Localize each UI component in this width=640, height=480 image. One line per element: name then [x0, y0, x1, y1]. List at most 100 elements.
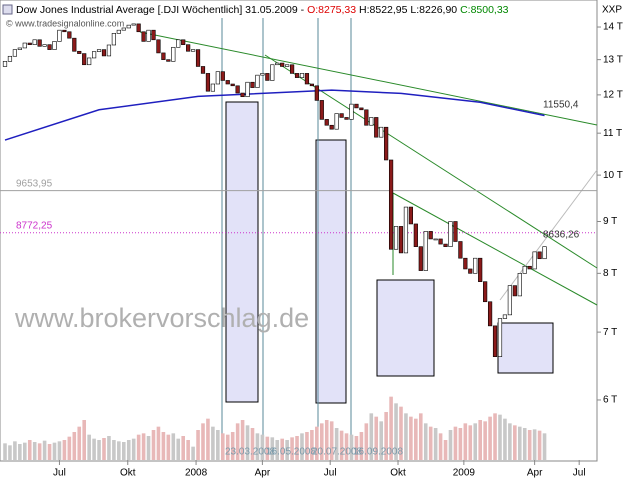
date-label: 16.09.2008: [353, 447, 403, 458]
box: [315, 139, 347, 404]
volume-bar: [196, 430, 200, 460]
candle-body: [443, 243, 448, 247]
plot-frame: [0, 0, 598, 462]
volume-bar: [211, 426, 215, 460]
candle-body: [478, 257, 483, 282]
volume-bar: [22, 442, 27, 460]
volume-bar: [92, 438, 96, 460]
volume-bar: [62, 440, 67, 460]
candle-body: [270, 64, 275, 81]
candle-body: [131, 23, 136, 26]
candle-body: [384, 126, 389, 161]
box: [497, 322, 554, 374]
candle-body: [22, 42, 27, 49]
volume-bar: [230, 432, 235, 460]
candle-body: [398, 226, 404, 254]
candle-body: [512, 285, 517, 297]
box: [225, 101, 259, 403]
volume-bar: [433, 428, 438, 460]
volume-bar: [483, 421, 487, 460]
band-line: [499, 169, 598, 301]
candle-body: [369, 117, 374, 126]
volume-bar: [389, 396, 393, 460]
candle-body: [542, 246, 547, 260]
x-tick-label: Okt: [120, 468, 136, 479]
volume-bar: [295, 436, 299, 460]
volume-bar: [206, 418, 210, 460]
trend-line: [392, 192, 598, 306]
volume-bar: [453, 426, 458, 460]
volume-bar: [493, 413, 497, 460]
volume-bar: [102, 438, 106, 460]
candle-body: [240, 92, 245, 98]
candle-body: [517, 273, 522, 297]
candle-body: [116, 29, 121, 34]
candle-body: [349, 103, 354, 120]
candle-body: [82, 53, 87, 66]
volume-bar: [265, 436, 270, 460]
volume-bar: [13, 441, 17, 460]
candle-body: [235, 85, 240, 94]
volume-bar: [379, 421, 383, 460]
volume-bar: [423, 423, 428, 460]
candle-body: [255, 74, 260, 88]
candle-body: [250, 81, 255, 88]
copyright: © www.tradesignalonline.com: [6, 18, 124, 28]
candle-body: [413, 223, 418, 247]
volume-bar: [27, 440, 32, 460]
candle-body: [379, 126, 384, 138]
volume-bar: [503, 418, 507, 460]
candle-body: [492, 325, 498, 357]
candle-body: [186, 44, 191, 52]
volume-bar: [141, 433, 146, 460]
volume-bar: [220, 433, 225, 460]
volume-bar: [310, 430, 314, 460]
volume-bar: [131, 438, 136, 460]
candle-body: [393, 226, 399, 250]
volume-bar: [201, 423, 205, 460]
volume-bar: [126, 440, 131, 460]
candle-body: [359, 107, 364, 111]
volume-bar: [468, 425, 473, 460]
x-tick-label: Jul: [53, 468, 66, 479]
volume-bar: [250, 428, 255, 460]
volume-bar: [463, 423, 468, 460]
candle-body: [156, 39, 161, 54]
volume-bar: [542, 433, 547, 460]
volume-bar: [428, 426, 433, 460]
candle-body: [364, 109, 369, 126]
x-tick-label: 2009: [453, 468, 476, 479]
candle-body: [106, 44, 112, 57]
icon: [2, 4, 13, 15]
y-tick-label: 10 T: [603, 170, 623, 181]
layout-layer: [139, 18, 598, 460]
volume-bar: [176, 438, 181, 460]
volume-bar: [52, 442, 57, 460]
candle-body: [438, 238, 443, 245]
candle-body: [77, 50, 82, 54]
volume-bar: [67, 436, 72, 460]
candle-body: [166, 59, 171, 62]
volume-bar: [117, 441, 121, 460]
candle-body: [265, 73, 270, 81]
chart-header: Dow Jones Industrial Average [.DJI Wöche…: [16, 4, 509, 16]
volume-bar: [359, 432, 364, 460]
volume-bar: [478, 420, 482, 460]
candle-body: [522, 265, 527, 274]
volume-bar: [473, 423, 478, 460]
open-label: O:8275,33: [307, 4, 356, 16]
candle-body: [344, 117, 349, 120]
candle-body: [473, 257, 478, 274]
candle-body: [96, 49, 102, 52]
candle-body: [230, 83, 235, 87]
x-tick-label: 2008: [185, 468, 208, 479]
candle-body: [483, 281, 488, 303]
volume-bar: [394, 403, 398, 460]
volume-bar: [329, 421, 334, 460]
candle-body: [294, 73, 300, 78]
candle-body: [453, 221, 458, 242]
candle-body: [42, 44, 47, 47]
volume-bar: [225, 434, 230, 460]
trend-label: 8636,26: [543, 230, 580, 241]
volume-bar: [97, 440, 101, 460]
